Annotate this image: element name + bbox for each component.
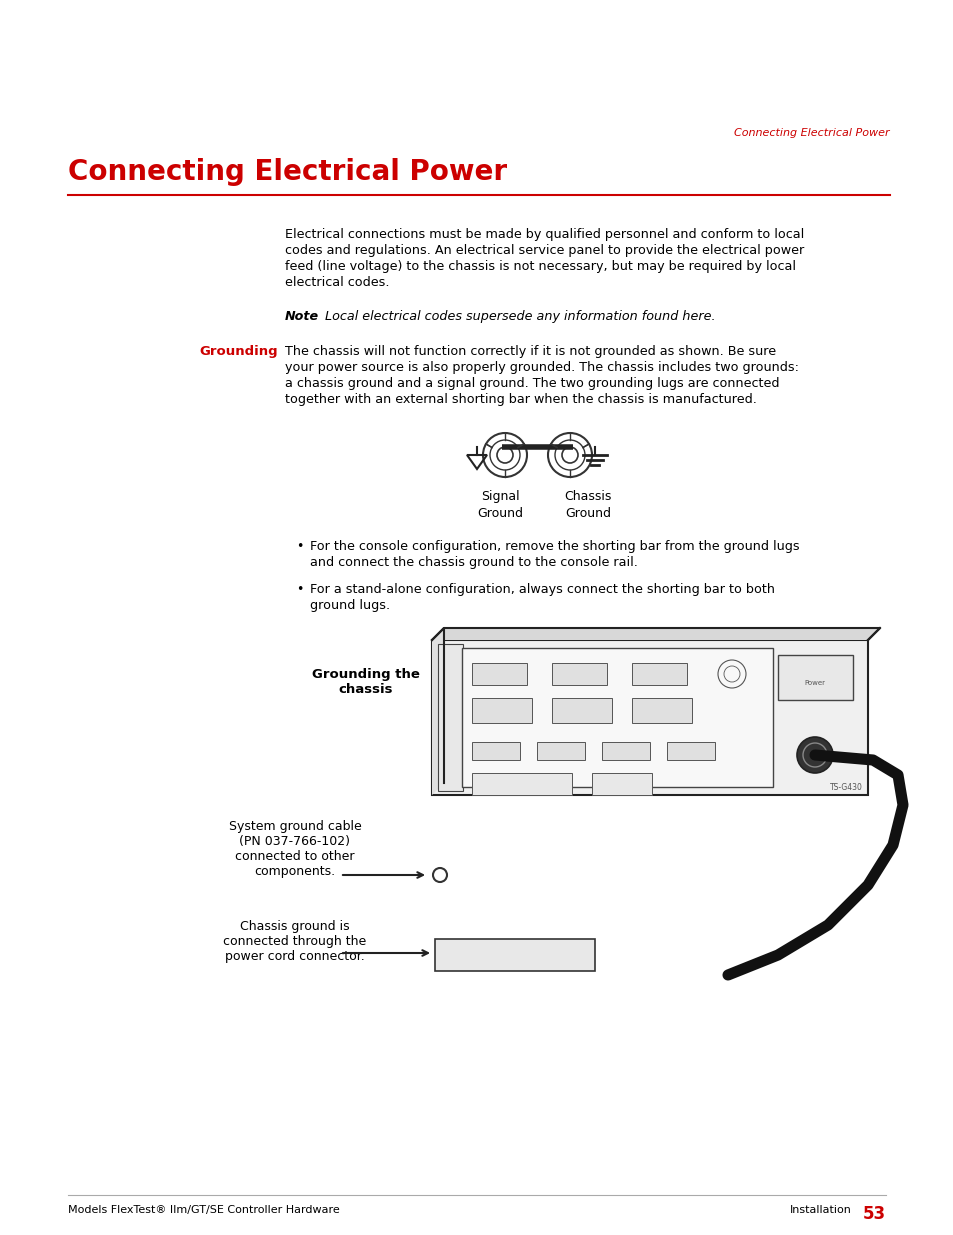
Text: electrical codes.: electrical codes. [285, 275, 389, 289]
Text: Models FlexTest® IIm/GT/SE Controller Hardware: Models FlexTest® IIm/GT/SE Controller Ha… [68, 1205, 339, 1215]
Text: Local electrical codes supersede any information found here.: Local electrical codes supersede any inf… [325, 310, 715, 324]
Bar [666, 742, 714, 760]
Bar [552, 663, 606, 685]
Text: System ground cable
(PN 037-766-102)
connected to other
components.: System ground cable (PN 037-766-102) con… [229, 820, 361, 878]
Bar [437, 643, 462, 790]
Polygon shape [432, 629, 879, 640]
Bar [552, 698, 612, 722]
Text: a chassis ground and a signal ground. The two grounding lugs are connected: a chassis ground and a signal ground. Th… [285, 377, 779, 390]
Bar [472, 698, 532, 722]
Text: Installation: Installation [789, 1205, 851, 1215]
Text: Connecting Electrical Power: Connecting Electrical Power [734, 128, 889, 138]
Bar [461, 648, 772, 787]
Bar [601, 742, 649, 760]
Bar [435, 939, 595, 971]
Bar [631, 663, 686, 685]
Text: •: • [295, 540, 303, 553]
Text: Grounding the
chassis: Grounding the chassis [312, 668, 419, 697]
Circle shape [497, 447, 513, 463]
Text: Note: Note [285, 310, 319, 324]
Text: codes and regulations. An electrical service panel to provide the electrical pow: codes and regulations. An electrical ser… [285, 245, 803, 257]
Bar [631, 698, 691, 722]
Text: ground lugs.: ground lugs. [310, 599, 390, 613]
Bar [472, 742, 519, 760]
Text: Power: Power [803, 680, 824, 685]
Circle shape [561, 447, 578, 463]
Text: Grounding: Grounding [199, 345, 277, 358]
Text: TS-G430: TS-G430 [829, 783, 862, 792]
Bar [592, 773, 651, 795]
Text: together with an external shorting bar when the chassis is manufactured.: together with an external shorting bar w… [285, 393, 756, 406]
Text: The chassis will not function correctly if it is not grounded as shown. Be sure: The chassis will not function correctly … [285, 345, 776, 358]
Bar [537, 742, 584, 760]
Text: For the console configuration, remove the shorting bar from the ground lugs: For the console configuration, remove th… [310, 540, 799, 553]
Bar [778, 655, 852, 700]
Text: Electrical connections must be made by qualified personnel and conform to local: Electrical connections must be made by q… [285, 228, 803, 241]
Polygon shape [432, 629, 443, 795]
Text: Chassis
Ground: Chassis Ground [564, 490, 611, 520]
Bar [472, 773, 572, 795]
Bar [472, 663, 526, 685]
Text: feed (line voltage) to the chassis is not necessary, but may be required by loca: feed (line voltage) to the chassis is no… [285, 261, 795, 273]
Bar [432, 640, 867, 795]
Text: For a stand-alone configuration, always connect the shorting bar to both: For a stand-alone configuration, always … [310, 583, 774, 597]
Text: Chassis ground is
connected through the
power cord connector.: Chassis ground is connected through the … [223, 920, 366, 963]
Text: your power source is also properly grounded. The chassis includes two grounds:: your power source is also properly groun… [285, 361, 799, 374]
Text: •: • [295, 583, 303, 597]
Circle shape [796, 737, 832, 773]
Text: Connecting Electrical Power: Connecting Electrical Power [68, 158, 507, 186]
Text: Signal
Ground: Signal Ground [476, 490, 522, 520]
Text: 53: 53 [862, 1205, 885, 1223]
Text: and connect the chassis ground to the console rail.: and connect the chassis ground to the co… [310, 556, 638, 569]
